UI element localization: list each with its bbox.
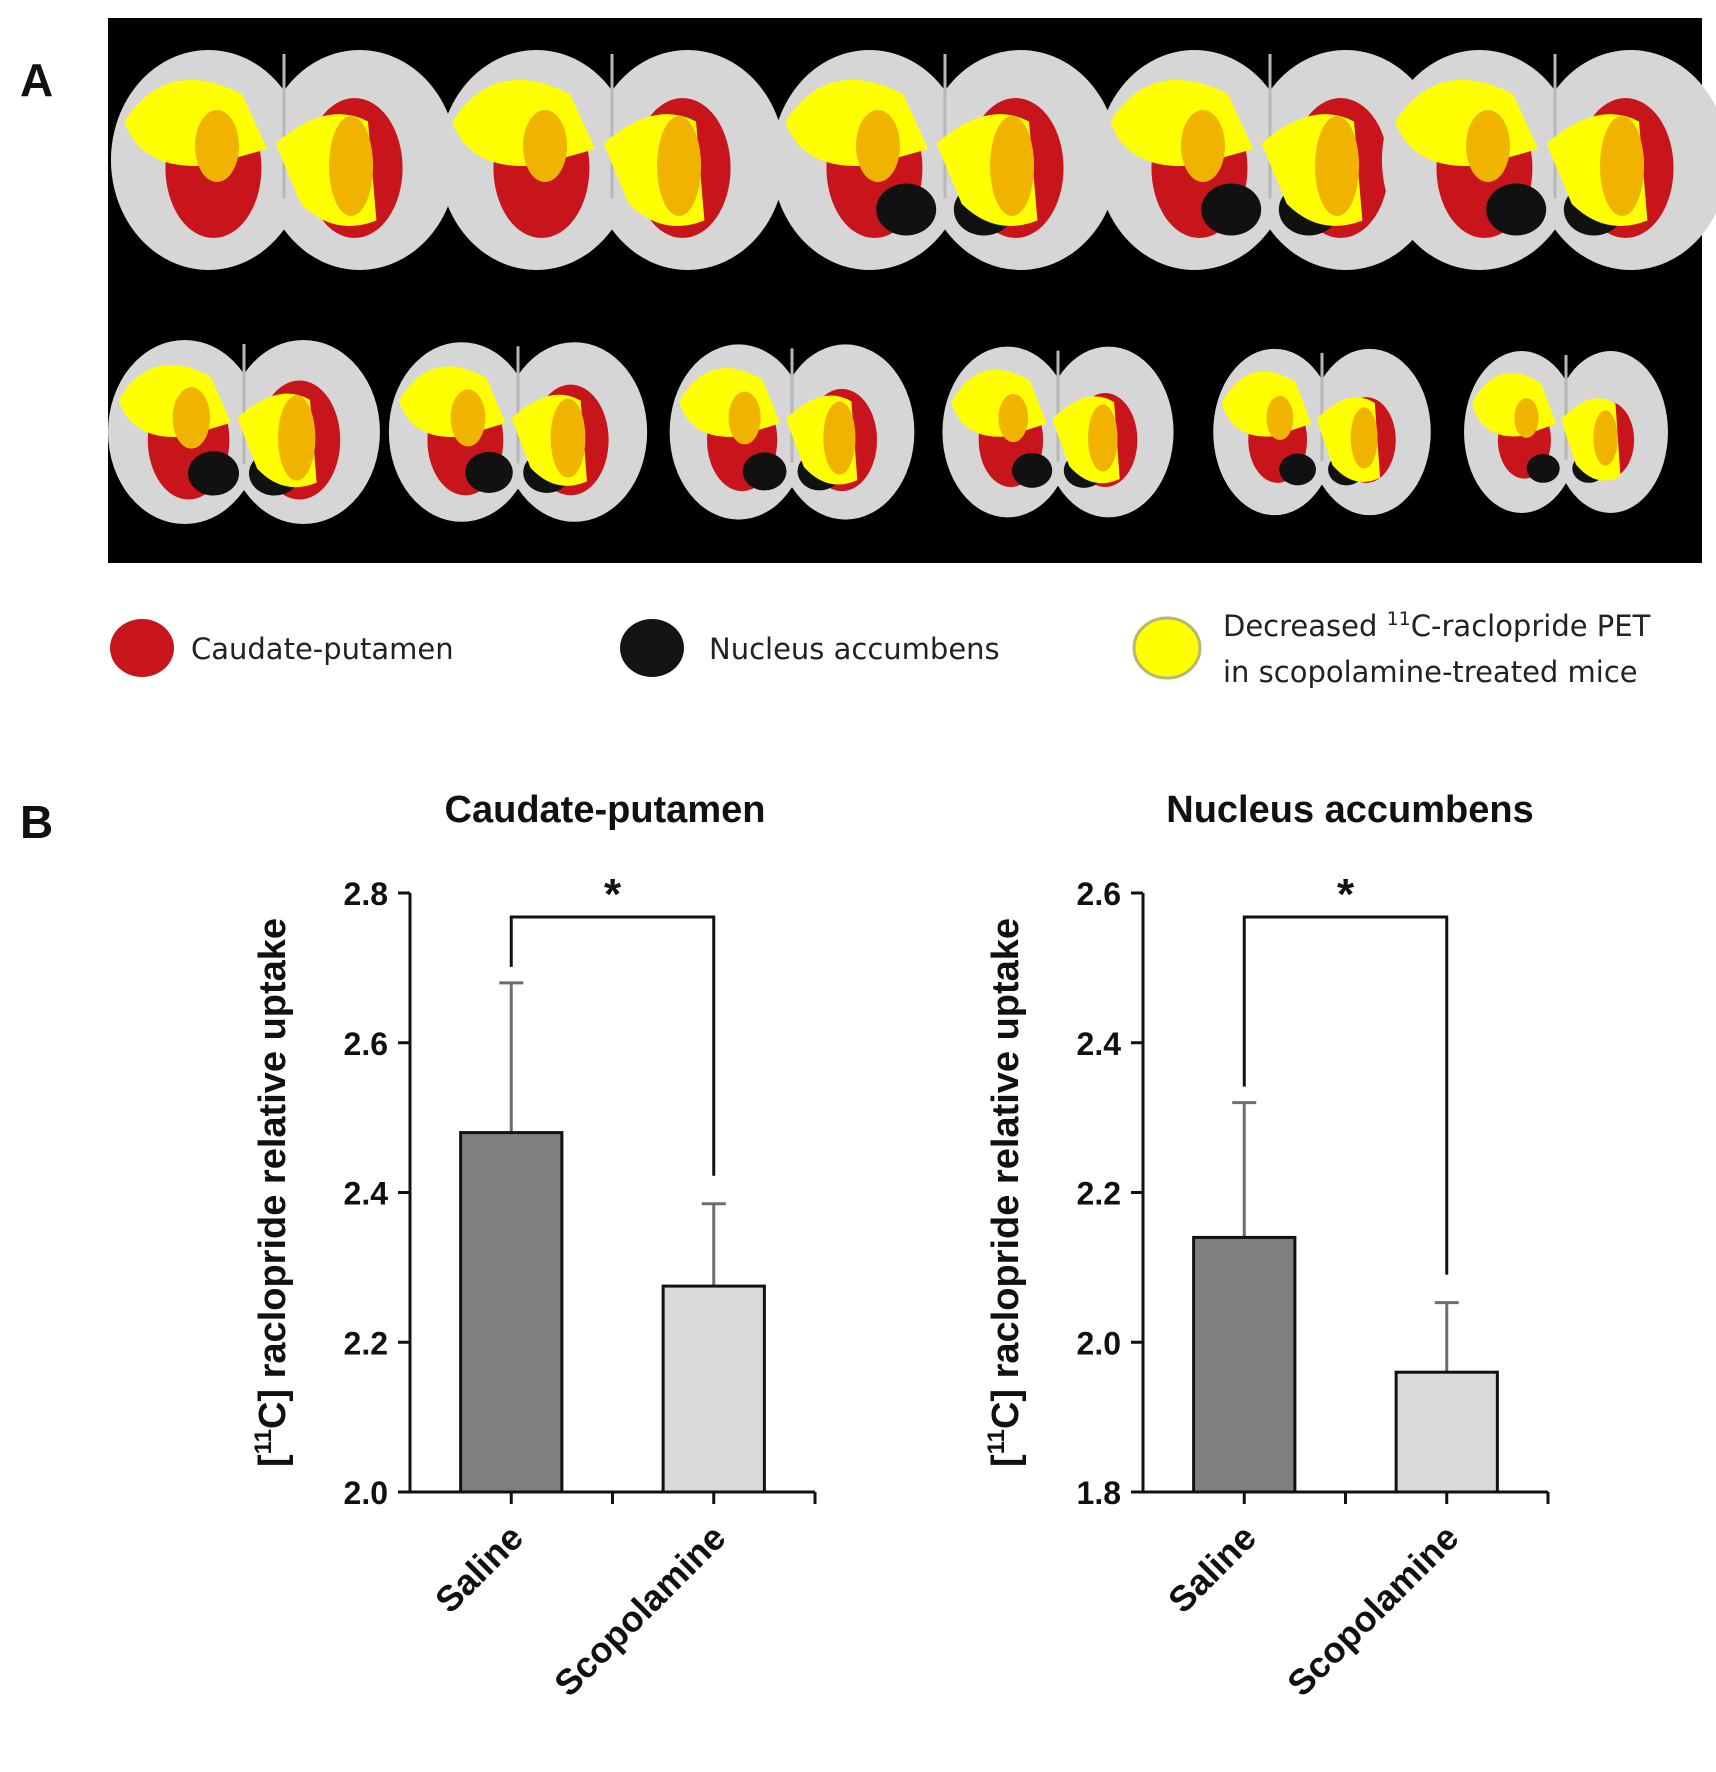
legend-label-caudate: Caudate-putamen [191, 632, 454, 666]
significance-star: * [1337, 870, 1355, 919]
bar-scopolamine [1394, 1370, 1499, 1494]
brain-slice [669, 344, 915, 520]
overlap-region [277, 395, 316, 481]
accumbens-region [1011, 452, 1053, 488]
overlap-region [998, 393, 1029, 443]
legend-label-decreased-line2: in scopolamine-treated mice [1223, 655, 1638, 689]
overlap-region [823, 401, 856, 475]
brain-slice [108, 340, 380, 524]
y-tick-label: 2.4 [1077, 1026, 1122, 1062]
x-tick-label: Scopolamine [1279, 1517, 1466, 1704]
legend-label-accumbens: Nucleus accumbens [709, 632, 1000, 666]
accumbens-region [188, 451, 240, 496]
overlap-region [657, 116, 702, 216]
overlap-region [1350, 407, 1378, 469]
legend-swatch-accumbens [620, 619, 684, 677]
y-axis-label: [11C] raclopride relative uptake [250, 918, 294, 1467]
y-tick-label: 2.8 [344, 876, 388, 912]
x-tick-label: Scopolamine [546, 1517, 733, 1704]
overlap-region [1266, 395, 1294, 441]
y-tick-label: 2.2 [1077, 1176, 1121, 1212]
overlap-region [172, 387, 211, 449]
y-tick-label: 2.6 [1077, 876, 1121, 912]
panel-b-letter: B [20, 796, 53, 848]
significance-bracket [1242, 915, 1449, 1275]
bar-scopolamine [661, 1284, 766, 1494]
brain-slice [438, 50, 786, 270]
accumbens-region [1486, 183, 1547, 236]
overlap-region [194, 110, 239, 182]
brain-slices [108, 50, 1716, 524]
bar-saline [459, 1131, 564, 1494]
legend-label-decreased-line1: Decreased 11C-raclopride PET [1223, 608, 1651, 643]
legend: Caudate-putamen Nucleus accumbens Decrea… [110, 608, 1651, 689]
overlap-region [1180, 110, 1225, 182]
significance-star: * [604, 870, 622, 919]
x-tick-label: Saline [1160, 1517, 1264, 1621]
overlap-region [855, 110, 900, 182]
legend-item-caudate: Caudate-putamen [110, 619, 454, 677]
accumbens-region [1279, 453, 1316, 486]
brain-slice [942, 346, 1174, 518]
y-tick-label: 2.6 [344, 1026, 388, 1062]
chart-title: Nucleus accumbens [1166, 789, 1533, 831]
overlap-region [1600, 116, 1645, 216]
brain-slice [110, 50, 458, 270]
y-axis-label: [11C] raclopride relative uptake [983, 918, 1027, 1467]
overlap-region [728, 391, 761, 445]
chart-caudate-putamen: Caudate-putamen [11C] raclopride relative… [250, 789, 817, 1704]
chart-nucleus-accumbens: Nucleus accumbens [11C] raclopride relati… [983, 789, 1550, 1704]
legend-swatch-caudate [110, 619, 174, 677]
y-tick-label: 2.2 [344, 1325, 388, 1361]
x-tick-label: Saline [427, 1517, 531, 1621]
accumbens-region [465, 451, 513, 493]
overlap-region [1593, 410, 1618, 466]
brain-slice [388, 342, 648, 522]
y-tick-label: 2.0 [344, 1475, 388, 1511]
accumbens-region [742, 452, 787, 491]
legend-swatch-decreased [1132, 616, 1202, 680]
overlap-region [329, 116, 374, 216]
overlap-region [1087, 404, 1118, 472]
brain-slice [1464, 351, 1668, 513]
accumbens-region [876, 183, 937, 236]
overlap-region [550, 398, 586, 478]
bar-saline [1192, 1235, 1297, 1494]
y-tick-label: 2.0 [1077, 1325, 1121, 1361]
brain-slice [1096, 50, 1444, 270]
brain-slice [1381, 50, 1716, 270]
overlap-region [1315, 116, 1360, 216]
legend-item-decreased: Decreased 11C-raclopride PET in scopolam… [1132, 608, 1651, 689]
significance-bracket [509, 915, 716, 1176]
overlap-region [450, 389, 486, 447]
overlap-region [990, 116, 1035, 216]
y-tick-label: 1.8 [1077, 1475, 1121, 1511]
overlap-region [1514, 398, 1539, 438]
brain-slice [771, 50, 1119, 270]
accumbens-region [1201, 183, 1262, 236]
legend-item-accumbens: Nucleus accumbens [620, 619, 1000, 677]
chart-title: Caudate-putamen [445, 789, 766, 831]
overlap-region [522, 110, 567, 182]
accumbens-region [1526, 454, 1560, 483]
y-tick-label: 2.4 [344, 1176, 389, 1212]
brain-slice [1213, 348, 1431, 516]
panel-a-letter: A [20, 54, 53, 106]
overlap-region [1465, 110, 1510, 182]
